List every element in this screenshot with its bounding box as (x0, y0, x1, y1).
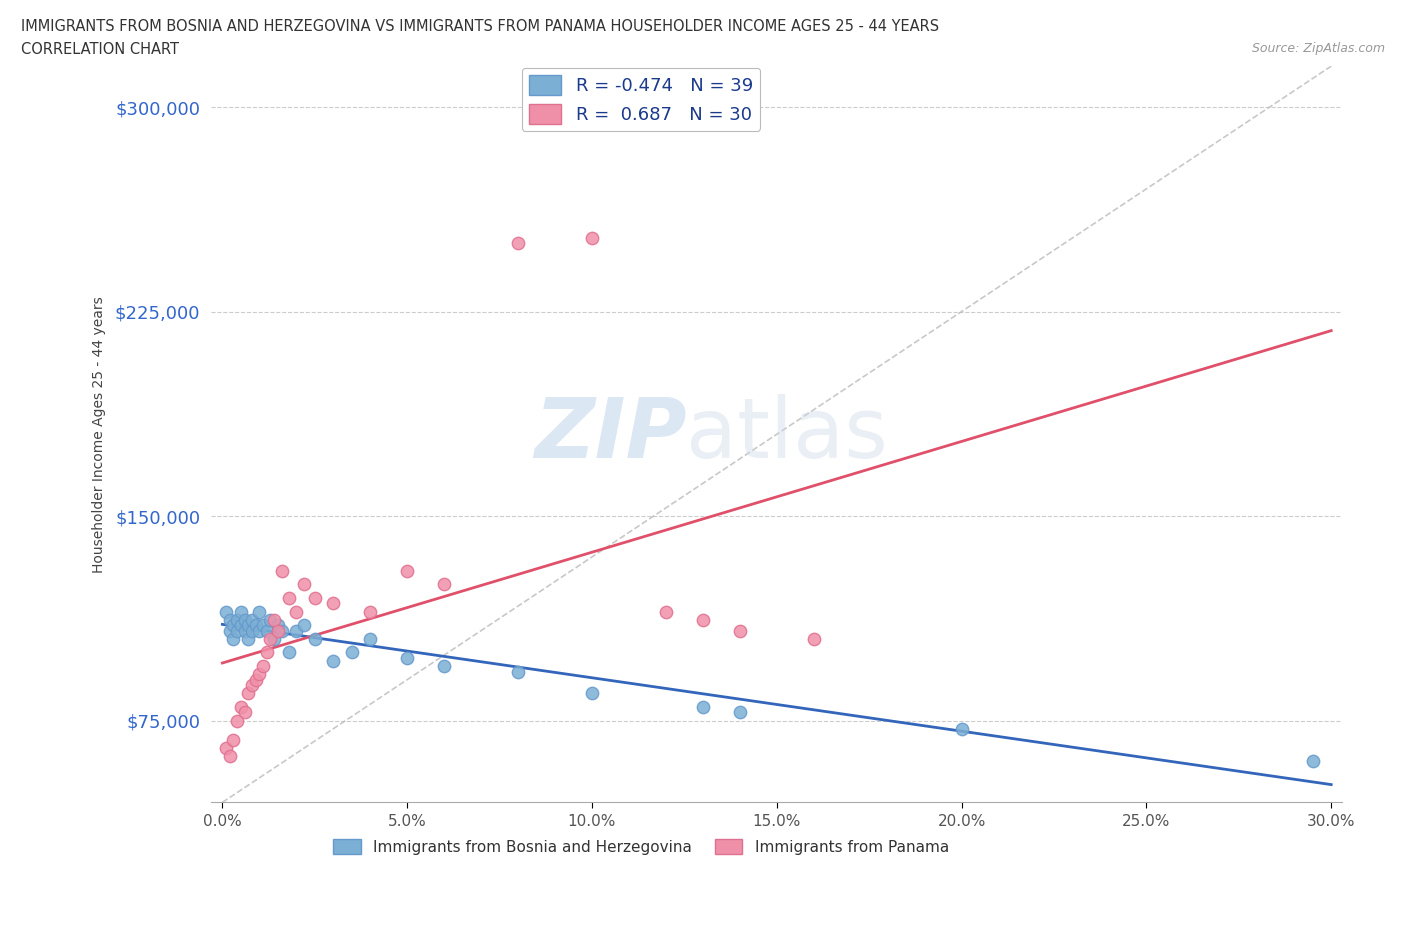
Point (222, 618, 245, 632)
Text: IMMIGRANTS FROM BOSNIA AND HERZEGOVINA VS IMMIGRANTS FROM PANAMA HOUSEHOLDER INC: IMMIGRANTS FROM BOSNIA AND HERZEGOVINA V… (21, 19, 939, 33)
Text: Source: ZipAtlas.com: Source: ZipAtlas.com (1251, 42, 1385, 55)
Point (226, 713, 249, 728)
Point (292, 577, 315, 591)
Point (396, 564, 419, 578)
Point (322, 653, 344, 668)
Point (581, 231, 603, 246)
Point (247, 667, 270, 682)
Point (259, 612, 281, 627)
Point (226, 623, 249, 638)
Point (247, 604, 270, 619)
Point (263, 612, 285, 627)
Point (285, 623, 308, 638)
Point (304, 631, 326, 646)
Point (226, 612, 249, 627)
Point (240, 623, 263, 638)
Point (692, 612, 714, 627)
Point (277, 645, 299, 660)
Point (256, 645, 278, 660)
Point (240, 612, 263, 627)
Point (259, 631, 281, 646)
Point (222, 732, 245, 747)
Point (728, 705, 751, 720)
Point (229, 604, 252, 619)
Point (218, 612, 240, 627)
Point (506, 236, 529, 251)
Point (215, 740, 238, 755)
Legend: Immigrants from Bosnia and Herzegovina, Immigrants from Panama: Immigrants from Bosnia and Herzegovina, … (328, 833, 955, 861)
Point (238, 686, 260, 701)
Point (304, 591, 326, 605)
Point (238, 618, 260, 632)
Point (267, 623, 290, 638)
Point (247, 623, 270, 638)
Point (267, 618, 290, 632)
Text: atlas: atlas (686, 393, 889, 475)
Point (229, 618, 252, 632)
Point (245, 618, 267, 632)
Point (581, 686, 603, 701)
Point (256, 623, 278, 638)
Point (277, 591, 299, 605)
Point (692, 699, 714, 714)
Y-axis label: Householder Income Ages 25 - 44 years: Householder Income Ages 25 - 44 years (93, 296, 107, 573)
Point (215, 604, 238, 619)
Point (950, 722, 973, 737)
Point (229, 699, 252, 714)
Point (233, 705, 256, 720)
Point (655, 604, 678, 619)
Text: CORRELATION CHART: CORRELATION CHART (21, 42, 179, 57)
Text: ZIP: ZIP (534, 393, 686, 475)
Point (252, 658, 274, 673)
Point (292, 618, 315, 632)
Point (263, 631, 285, 646)
Point (340, 645, 363, 660)
Point (245, 672, 267, 687)
Point (803, 631, 825, 646)
Point (728, 623, 751, 638)
Point (433, 577, 456, 591)
Point (433, 658, 456, 673)
Point (240, 678, 263, 693)
Point (359, 604, 381, 619)
Point (506, 664, 529, 679)
Point (270, 623, 292, 638)
Point (218, 623, 240, 638)
Point (252, 618, 274, 632)
Point (285, 604, 308, 619)
Point (359, 631, 381, 646)
Point (270, 564, 292, 578)
Point (218, 749, 240, 764)
Point (238, 631, 260, 646)
Point (233, 623, 256, 638)
Point (222, 631, 245, 646)
Point (322, 596, 344, 611)
Point (396, 650, 419, 665)
Point (1302, 754, 1324, 769)
Point (233, 612, 256, 627)
